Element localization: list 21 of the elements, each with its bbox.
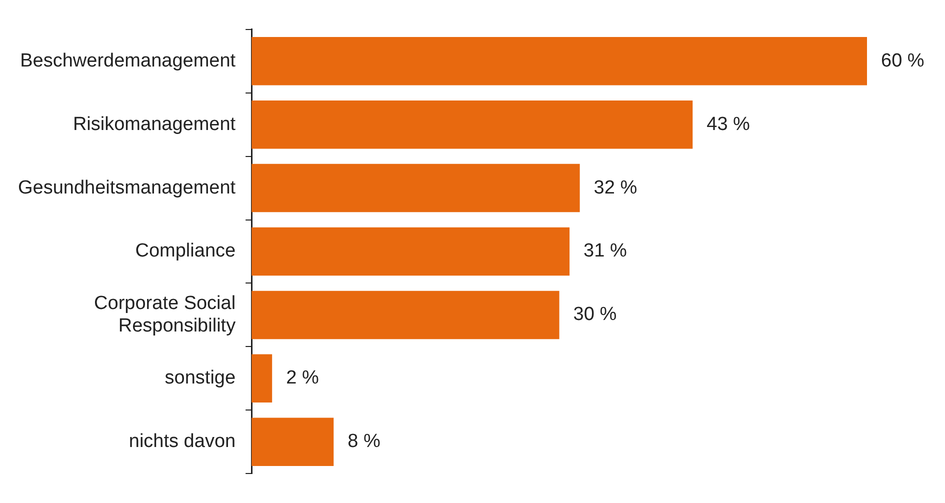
data-label: 2 % xyxy=(286,368,319,389)
y-tick-label: sonstige xyxy=(164,368,236,389)
y-tick-label: Gesundheitsmanagement xyxy=(18,177,236,198)
data-label: 60 % xyxy=(881,50,924,72)
bar xyxy=(252,100,693,149)
data-label: 43 % xyxy=(706,114,750,135)
data-label: 32 % xyxy=(594,177,638,198)
bar xyxy=(252,37,867,86)
bar xyxy=(252,418,334,466)
data-label: 31 % xyxy=(584,240,627,262)
data-label: 30 % xyxy=(573,304,617,326)
y-tick-label: Beschwerdemanagement xyxy=(20,50,236,72)
y-tick-label: Corporate Social Responsibility xyxy=(94,292,236,337)
data-label: 8 % xyxy=(348,431,380,452)
bar xyxy=(252,290,560,340)
bar xyxy=(252,354,272,403)
bar xyxy=(252,227,570,276)
bar xyxy=(252,164,580,212)
y-tick-label: Compliance xyxy=(135,240,236,262)
y-tick-label: Risikomanagement xyxy=(72,114,236,135)
y-tick-label: nichts davon xyxy=(128,431,236,452)
